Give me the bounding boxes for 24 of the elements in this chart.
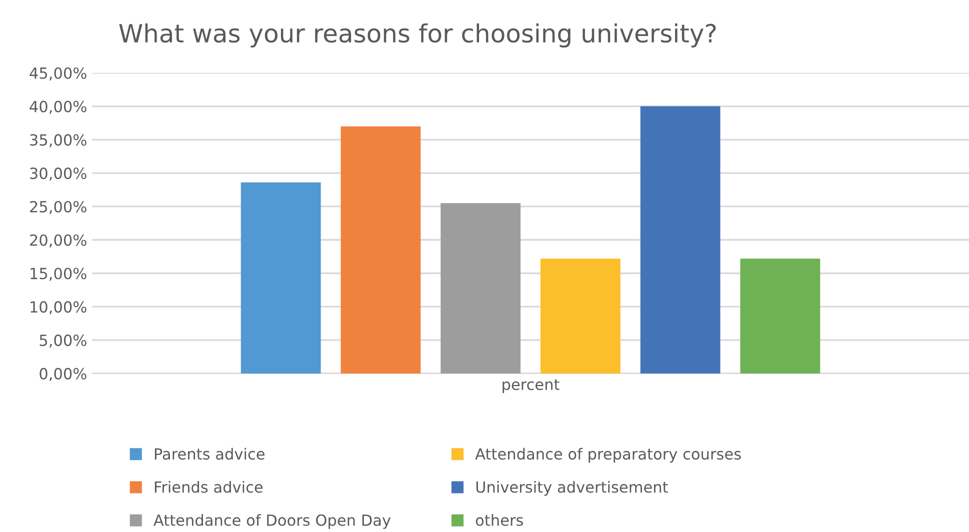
chart-title: What was your reasons for choosing university? bbox=[119, 23, 716, 48]
y-tick-label: 35,00% bbox=[30, 134, 86, 148]
legend-label: Friends advice bbox=[154, 480, 263, 493]
y-tick-label: 15,00% bbox=[30, 268, 86, 281]
y-tick-label: 0,00% bbox=[40, 368, 86, 382]
bar bbox=[540, 258, 620, 374]
legend-label: others bbox=[476, 514, 523, 526]
legend-label: University advertisement bbox=[476, 480, 668, 496]
y-tick-label: 40,00% bbox=[30, 100, 86, 114]
bar bbox=[240, 182, 321, 374]
bar bbox=[640, 106, 720, 374]
y-tick-label: 25,00% bbox=[30, 200, 86, 214]
y-tick-label: 5,00% bbox=[40, 334, 86, 348]
legend-label: Attendance of preparatory courses bbox=[475, 448, 741, 463]
y-tick-label: 10,00% bbox=[30, 301, 86, 314]
bar bbox=[740, 258, 820, 374]
y-tick-label: 30,00% bbox=[30, 168, 86, 181]
legend-label: Attendance of Doors Open Day bbox=[154, 514, 391, 529]
y-tick-label: 45,00% bbox=[30, 67, 86, 80]
bar bbox=[340, 126, 421, 374]
y-tick-label: 20,00% bbox=[30, 234, 86, 248]
bar bbox=[440, 203, 521, 374]
legend-label: Parents advice bbox=[154, 448, 264, 460]
x-tick-label: percent bbox=[502, 379, 560, 394]
